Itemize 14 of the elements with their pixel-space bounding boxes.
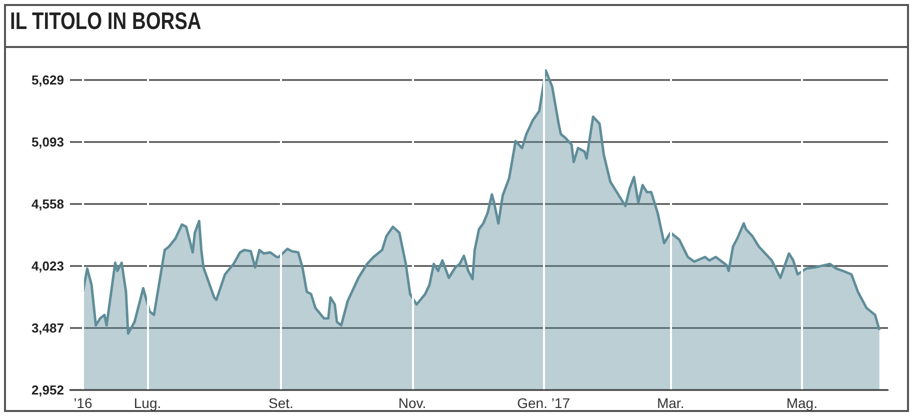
- y-tick-label: 5,629: [31, 72, 64, 88]
- x-tick-label: Mar.: [656, 395, 684, 411]
- x-tick-label: Lug.: [134, 395, 162, 411]
- x-tick-label: ’16: [74, 395, 92, 411]
- y-tick-label: 3,487: [31, 320, 64, 336]
- x-tick-label: Nov.: [398, 395, 426, 411]
- x-tick-label: Set.: [268, 395, 294, 411]
- y-tick-label: 2,952: [31, 382, 64, 398]
- y-tick-label: 5,093: [31, 134, 64, 150]
- x-tick-label: Mag.: [786, 395, 818, 411]
- chart-title: IL TITOLO IN BORSA: [10, 8, 202, 36]
- y-tick-label: 4,023: [31, 258, 64, 274]
- y-tick-label: 4,558: [31, 196, 64, 212]
- x-tick-label: Gen. ’17: [517, 395, 570, 411]
